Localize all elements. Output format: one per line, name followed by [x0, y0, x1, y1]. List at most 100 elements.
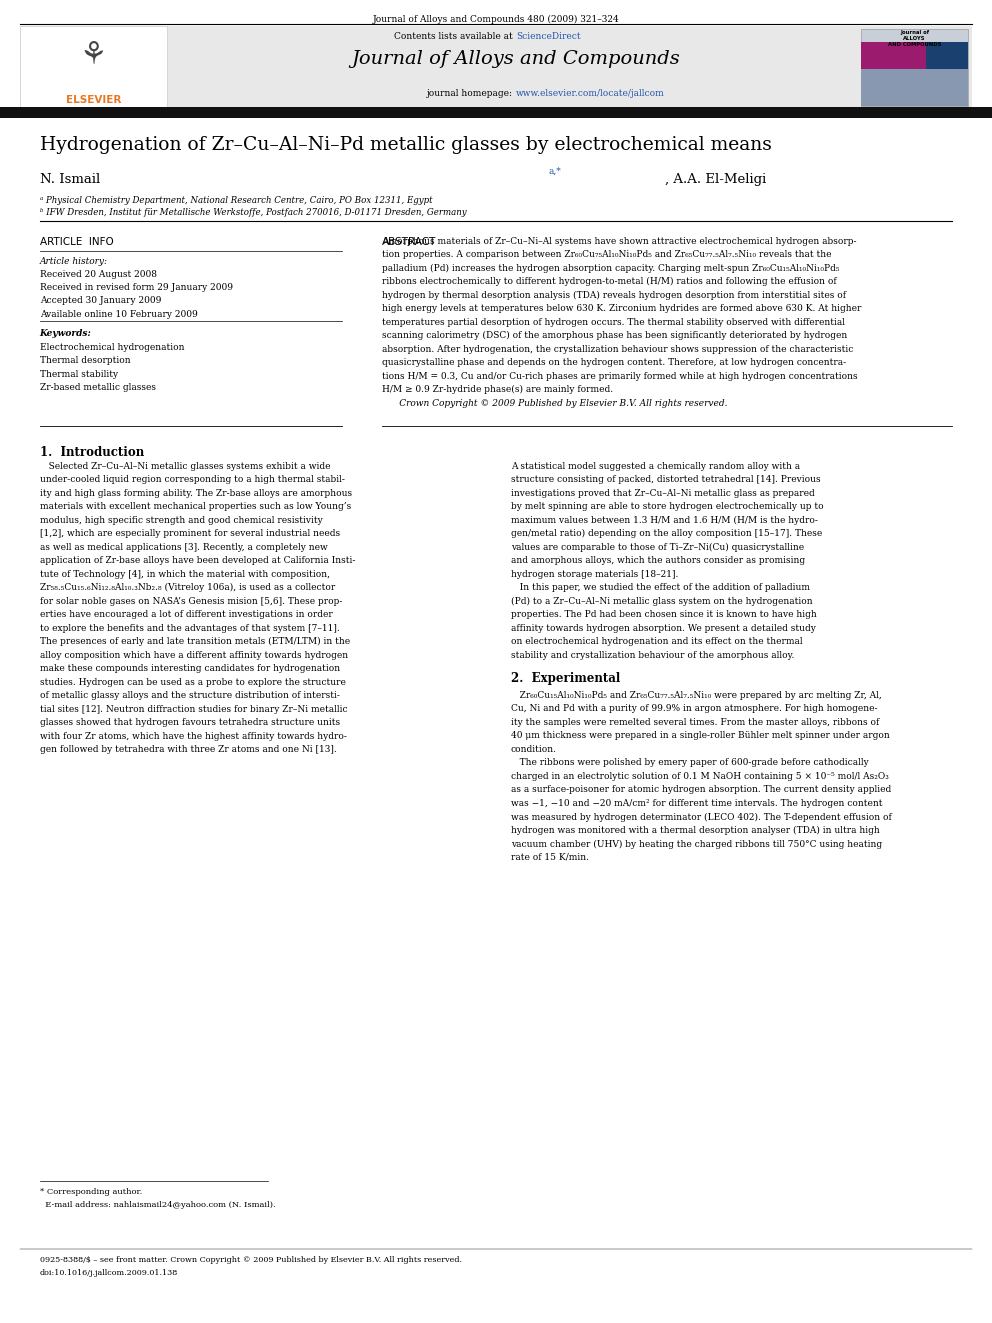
Text: glasses showed that hydrogen favours tetrahedra structure units: glasses showed that hydrogen favours tet… [40, 718, 340, 728]
Text: temperatures partial desorption of hydrogen occurs. The thermal stability observ: temperatures partial desorption of hydro… [382, 318, 845, 327]
Text: gen/metal ratio) depending on the alloy composition [15–17]. These: gen/metal ratio) depending on the alloy … [511, 529, 822, 538]
FancyBboxPatch shape [20, 26, 972, 108]
Text: properties. The Pd had been chosen since it is known to have high: properties. The Pd had been chosen since… [511, 610, 816, 619]
FancyBboxPatch shape [861, 42, 926, 69]
FancyBboxPatch shape [20, 26, 167, 108]
Text: ScienceDirect: ScienceDirect [516, 32, 580, 41]
Text: hydrogen storage materials [18–21].: hydrogen storage materials [18–21]. [511, 570, 679, 578]
Text: tions H/M = 0.3, Cu and/or Cu-rich phases are primarily formed while at high hyd: tions H/M = 0.3, Cu and/or Cu-rich phase… [382, 372, 857, 381]
Text: ᵃ Physical Chemistry Department, National Research Centre, Cairo, PO Box 12311, : ᵃ Physical Chemistry Department, Nationa… [40, 196, 433, 205]
Text: A statistical model suggested a chemically random alloy with a: A statistical model suggested a chemical… [511, 462, 800, 471]
Text: absorption. After hydrogenation, the crystallization behaviour shows suppression: absorption. After hydrogenation, the cry… [382, 345, 853, 353]
Text: tial sites [12]. Neutron diffraction studies for binary Zr–Ni metallic: tial sites [12]. Neutron diffraction stu… [40, 705, 347, 713]
Text: studies. Hydrogen can be used as a probe to explore the structure: studies. Hydrogen can be used as a probe… [40, 677, 345, 687]
Text: H/M ≥ 0.9 Zr-hydride phase(s) are mainly formed.: H/M ≥ 0.9 Zr-hydride phase(s) are mainly… [382, 385, 613, 394]
Text: high energy levels at temperatures below 630 K. Zirconium hydrides are formed ab: high energy levels at temperatures below… [382, 304, 861, 314]
Text: materials with excellent mechanical properties such as low Young’s: materials with excellent mechanical prop… [40, 503, 351, 511]
Text: condition.: condition. [511, 745, 557, 754]
Text: was measured by hydrogen determinator (LECO 402). The T-dependent effusion of: was measured by hydrogen determinator (L… [511, 812, 892, 822]
Text: palladium (Pd) increases the hydrogen absorption capacity. Charging melt-spun Zr: palladium (Pd) increases the hydrogen ab… [382, 263, 839, 273]
Text: Cu, Ni and Pd with a purity of 99.9% in argon atmosphere. For high homogene-: Cu, Ni and Pd with a purity of 99.9% in … [511, 704, 877, 713]
Text: Thermal desorption: Thermal desorption [40, 356, 130, 365]
Text: Keywords:: Keywords: [40, 329, 91, 339]
Text: ity and high glass forming ability. The Zr-base alloys are amorphous: ity and high glass forming ability. The … [40, 488, 352, 497]
Text: ARTICLE  INFO: ARTICLE INFO [40, 237, 113, 247]
Text: to explore the benefits and the advantages of that system [7–11].: to explore the benefits and the advantag… [40, 623, 339, 632]
Text: E-mail address: nahlaismail24@yahoo.com (N. Ismail).: E-mail address: nahlaismail24@yahoo.com … [40, 1201, 276, 1209]
Text: ribbons electrochemically to different hydrogen-to-metal (H/M) ratios and follow: ribbons electrochemically to different h… [382, 278, 836, 286]
Text: Amorphous materials of Zr–Cu–Ni–Al systems have shown attractive electrochemical: Amorphous materials of Zr–Cu–Ni–Al syste… [382, 237, 856, 246]
Text: ⚘: ⚘ [79, 41, 107, 70]
Text: erties have encouraged a lot of different investigations in order: erties have encouraged a lot of differen… [40, 610, 332, 619]
Text: 0925-8388/$ – see front matter. Crown Copyright © 2009 Published by Elsevier B.V: 0925-8388/$ – see front matter. Crown Co… [40, 1256, 461, 1263]
Text: , A.A. El-Meligi: , A.A. El-Meligi [665, 173, 766, 187]
Text: vacuum chamber (UHV) by heating the charged ribbons till 750°C using heating: vacuum chamber (UHV) by heating the char… [511, 839, 882, 848]
Text: under-cooled liquid region corresponding to a high thermal stabil-: under-cooled liquid region corresponding… [40, 475, 344, 484]
Text: was −1, −10 and −20 mA/cm² for different time intervals. The hydrogen content: was −1, −10 and −20 mA/cm² for different… [511, 799, 882, 808]
Text: on electrochemical hydrogenation and its effect on the thermal: on electrochemical hydrogenation and its… [511, 638, 803, 646]
Text: www.elsevier.com/locate/jallcom: www.elsevier.com/locate/jallcom [516, 89, 665, 98]
Text: * Corresponding author.: * Corresponding author. [40, 1188, 142, 1196]
Text: [1,2], which are especially prominent for several industrial needs: [1,2], which are especially prominent fo… [40, 529, 340, 538]
Text: 1.  Introduction: 1. Introduction [40, 446, 144, 459]
Text: ᵇ IFW Dresden, Institut für Metallische Werkstoffe, Postfach 270016, D-01171 Dre: ᵇ IFW Dresden, Institut für Metallische … [40, 208, 466, 217]
Text: maximum values between 1.3 H/M and 1.6 H/M (H/M is the hydro-: maximum values between 1.3 H/M and 1.6 H… [511, 516, 817, 525]
Text: make these compounds interesting candidates for hydrogenation: make these compounds interesting candida… [40, 664, 340, 673]
FancyBboxPatch shape [926, 42, 968, 69]
Text: a,*: a,* [549, 167, 561, 176]
Text: hydrogen was monitored with a thermal desorption analyser (TDA) in ultra high: hydrogen was monitored with a thermal de… [511, 826, 880, 835]
Text: as a surface-poisoner for atomic hydrogen absorption. The current density applie: as a surface-poisoner for atomic hydroge… [511, 786, 891, 794]
Text: Thermal stability: Thermal stability [40, 369, 118, 378]
Text: 40 μm thickness were prepared in a single-roller Bühler melt spinner under argon: 40 μm thickness were prepared in a singl… [511, 732, 890, 741]
Text: tute of Technology [4], in which the material with composition,: tute of Technology [4], in which the mat… [40, 570, 329, 578]
Text: Crown Copyright © 2009 Published by Elsevier B.V. All rights reserved.: Crown Copyright © 2009 Published by Else… [382, 398, 727, 407]
Text: scanning calorimetry (DSC) of the amorphous phase has been significantly deterio: scanning calorimetry (DSC) of the amorph… [382, 331, 847, 340]
Text: as well as medical applications [3]. Recently, a completely new: as well as medical applications [3]. Rec… [40, 542, 327, 552]
Text: journal homepage:: journal homepage: [427, 89, 516, 98]
Text: stability and crystallization behaviour of the amorphous alloy.: stability and crystallization behaviour … [511, 651, 795, 660]
Text: ABSTRACT: ABSTRACT [382, 237, 436, 247]
Text: investigations proved that Zr–Cu–Al–Ni metallic glass as prepared: investigations proved that Zr–Cu–Al–Ni m… [511, 488, 814, 497]
Text: Available online 10 February 2009: Available online 10 February 2009 [40, 310, 197, 319]
Text: Zr-based metallic glasses: Zr-based metallic glasses [40, 384, 156, 392]
Text: Journal of Alloys and Compounds 480 (2009) 321–324: Journal of Alloys and Compounds 480 (200… [373, 15, 619, 24]
Text: (Pd) to a Zr–Cu–Al–Ni metallic glass system on the hydrogenation: (Pd) to a Zr–Cu–Al–Ni metallic glass sys… [511, 597, 812, 606]
Text: of metallic glassy alloys and the structure distribution of intersti-: of metallic glassy alloys and the struct… [40, 691, 339, 700]
Text: for solar noble gases on NASA’s Genesis mision [5,6]. These prop-: for solar noble gases on NASA’s Genesis … [40, 597, 342, 606]
Text: Selected Zr–Cu–Al–Ni metallic glasses systems exhibit a wide: Selected Zr–Cu–Al–Ni metallic glasses sy… [40, 462, 330, 471]
Text: hydrogen by thermal desorption analysis (TDA) reveals hydrogen desorption from i: hydrogen by thermal desorption analysis … [382, 291, 846, 300]
Text: application of Zr-base alloys have been developed at California Insti-: application of Zr-base alloys have been … [40, 556, 355, 565]
Text: structure consisting of packed, distorted tetrahedral [14]. Previous: structure consisting of packed, distorte… [511, 475, 820, 484]
FancyBboxPatch shape [861, 69, 968, 106]
Text: Received 20 August 2008: Received 20 August 2008 [40, 270, 157, 279]
Text: tion properties. A comparison between Zr₆₀Cu₇₅Al₁₀Ni₁₀Pd₅ and Zr₆₅Cu₇₇.₅Al₇.₅Ni₁: tion properties. A comparison between Zr… [382, 250, 831, 259]
Text: quasicrystalline phase and depends on the hydrogen content. Therefore, at low hy: quasicrystalline phase and depends on th… [382, 359, 846, 368]
Text: The ribbons were polished by emery paper of 600-grade before cathodically: The ribbons were polished by emery paper… [511, 758, 869, 767]
Text: Received in revised form 29 January 2009: Received in revised form 29 January 2009 [40, 283, 233, 292]
Text: Hydrogenation of Zr–Cu–Al–Ni–Pd metallic glasses by electrochemical means: Hydrogenation of Zr–Cu–Al–Ni–Pd metallic… [40, 136, 772, 155]
Text: ity the samples were remelted several times. From the master alloys, ribbons of: ity the samples were remelted several ti… [511, 718, 879, 726]
Text: Article history:: Article history: [40, 257, 108, 266]
Text: In this paper, we studied the effect of the addition of palladium: In this paper, we studied the effect of … [511, 583, 809, 593]
Text: and amorphous alloys, which the authors consider as promising: and amorphous alloys, which the authors … [511, 556, 805, 565]
Text: charged in an electrolytic solution of 0.1 M NaOH containing 5 × 10⁻⁵ mol/l As₂O: charged in an electrolytic solution of 0… [511, 771, 889, 781]
Text: N. Ismail: N. Ismail [40, 173, 100, 187]
Text: Zr₆₀Cu₁₅Al₁₀Ni₁₀Pd₅ and Zr₆₅Cu₇₇.₅Al₇.₅Ni₁₀ were prepared by arc melting Zr, Al,: Zr₆₀Cu₁₅Al₁₀Ni₁₀Pd₅ and Zr₆₅Cu₇₇.₅Al₇.₅N… [511, 691, 882, 700]
Text: Zr₅₈.₅Cu₁₅.₆Ni₁₂.₈Al₁₀.₃Nb₂.₈ (Vitreloy 106a), is used as a collector: Zr₅₈.₅Cu₁₅.₆Ni₁₂.₈Al₁₀.₃Nb₂.₈ (Vitreloy … [40, 583, 335, 593]
Text: 2.  Experimental: 2. Experimental [511, 672, 620, 685]
Text: ELSEVIER: ELSEVIER [65, 94, 121, 105]
Text: values are comparable to those of Ti–Zr–Ni(Cu) quasicrystalline: values are comparable to those of Ti–Zr–… [511, 542, 804, 552]
Text: Electrochemical hydrogenation: Electrochemical hydrogenation [40, 343, 185, 352]
Text: The presences of early and late transition metals (ETM/LTM) in the: The presences of early and late transiti… [40, 638, 350, 646]
Text: by melt spinning are able to store hydrogen electrochemically up to: by melt spinning are able to store hydro… [511, 503, 823, 511]
Text: Accepted 30 January 2009: Accepted 30 January 2009 [40, 296, 161, 306]
Text: Journal of Alloys and Compounds: Journal of Alloys and Compounds [351, 50, 681, 69]
Text: gen followed by tetrahedra with three Zr atoms and one Ni [13].: gen followed by tetrahedra with three Zr… [40, 745, 336, 754]
Text: modulus, high specific strength and good chemical resistivity: modulus, high specific strength and good… [40, 516, 322, 525]
Text: doi:10.1016/j.jallcom.2009.01.138: doi:10.1016/j.jallcom.2009.01.138 [40, 1269, 178, 1277]
Text: affinity towards hydrogen absorption. We present a detailed study: affinity towards hydrogen absorption. We… [511, 623, 815, 632]
FancyBboxPatch shape [0, 107, 992, 118]
Text: rate of 15 K/min.: rate of 15 K/min. [511, 853, 589, 861]
Text: with four Zr atoms, which have the highest affinity towards hydro-: with four Zr atoms, which have the highe… [40, 732, 346, 741]
FancyBboxPatch shape [861, 29, 968, 106]
